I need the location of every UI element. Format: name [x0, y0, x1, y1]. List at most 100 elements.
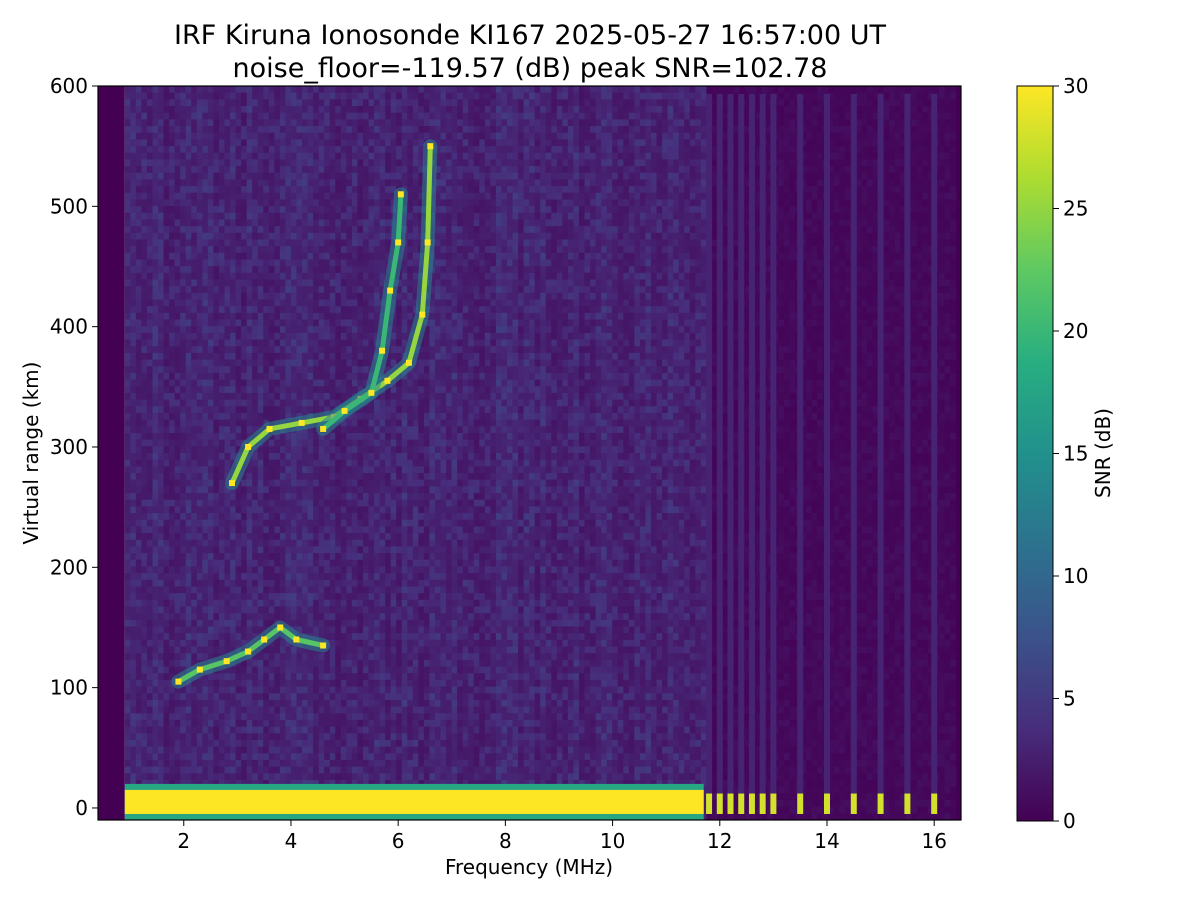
heatmap-cell [125, 286, 131, 293]
heatmap-cell [164, 733, 170, 740]
heatmap-cell [164, 386, 170, 393]
heatmap-cell [319, 393, 325, 400]
heatmap-cell [147, 400, 153, 407]
heatmap-cell [208, 373, 214, 380]
heatmap-cell [180, 600, 186, 607]
heatmap-cell [302, 560, 308, 567]
heatmap-cell [125, 273, 131, 280]
heatmap-cell [208, 553, 214, 560]
heatmap-cell [357, 493, 363, 500]
heatmap-cell [136, 653, 142, 660]
heatmap-cell [230, 440, 236, 447]
heatmap-cell [230, 493, 236, 500]
heatmap-cell [258, 373, 264, 380]
heatmap-cell [175, 233, 181, 240]
heatmap-cell [175, 166, 181, 173]
heatmap-cell [291, 159, 297, 166]
heatmap-cell [186, 520, 192, 527]
heatmap-cell [369, 99, 375, 106]
heatmap-cell [175, 727, 181, 734]
heatmap-cell [180, 640, 186, 647]
heatmap-cell [158, 506, 164, 513]
heatmap-cell [164, 360, 170, 367]
heatmap-cell [302, 179, 308, 186]
heatmap-cell [285, 526, 291, 533]
heatmap-cell [285, 580, 291, 587]
heatmap-cell [369, 660, 375, 667]
heatmap-cell [236, 366, 242, 373]
heatmap-cell [269, 293, 275, 300]
heatmap-cell [208, 486, 214, 493]
heatmap-cell [341, 546, 347, 553]
heatmap-cell [230, 707, 236, 714]
heatmap-cell [319, 233, 325, 240]
heatmap-cell [186, 573, 192, 580]
heatmap-cell [169, 326, 175, 333]
heatmap-cell [197, 740, 203, 747]
heatmap-cell [263, 333, 269, 340]
heatmap-cell [258, 733, 264, 740]
heatmap-cell [341, 680, 347, 687]
heatmap-cell [258, 773, 264, 780]
heatmap-cell [274, 586, 280, 593]
heatmap-cell [274, 520, 280, 527]
heatmap-cell [125, 693, 131, 700]
heatmap-cell [219, 687, 225, 694]
heatmap-cell [141, 500, 147, 507]
heatmap-cell [291, 747, 297, 754]
heatmap-cell [175, 713, 181, 720]
heatmap-cell [236, 713, 242, 720]
heatmap-cell [357, 653, 363, 660]
heatmap-cell [263, 273, 269, 280]
heatmap-cell [164, 313, 170, 320]
heatmap-cell [308, 440, 314, 447]
heatmap-cell [125, 326, 131, 333]
heatmap-cell [346, 600, 352, 607]
heatmap-cell [225, 106, 231, 113]
heatmap-cell [158, 360, 164, 367]
heatmap-cell [357, 433, 363, 440]
heatmap-cell [197, 633, 203, 640]
heatmap-cell [297, 506, 303, 513]
heatmap-cell [252, 393, 258, 400]
heatmap-cell [164, 560, 170, 567]
heatmap-cell [280, 300, 286, 307]
heatmap-cell [285, 233, 291, 240]
heatmap-cell [225, 206, 231, 213]
heatmap-cell [369, 93, 375, 100]
heatmap-cell [136, 580, 142, 587]
heatmap-cell [252, 620, 258, 627]
heatmap-cell [308, 113, 314, 120]
heatmap-cell [280, 320, 286, 327]
heatmap-cell [197, 767, 203, 774]
heatmap-cell [291, 360, 297, 367]
heatmap-cell [330, 586, 336, 593]
heatmap-cell [247, 493, 253, 500]
heatmap-cell [313, 93, 319, 100]
heatmap-cell [363, 119, 369, 126]
heatmap-cell [269, 760, 275, 767]
heatmap-cell [213, 760, 219, 767]
heatmap-cell [330, 500, 336, 507]
heatmap-cell [169, 199, 175, 206]
heatmap-cell [352, 126, 358, 133]
heatmap-cell [202, 226, 208, 233]
heatmap-cell [319, 773, 325, 780]
heatmap-cell [369, 713, 375, 720]
heatmap-cell [269, 99, 275, 106]
heatmap-cell [274, 380, 280, 387]
heatmap-cell [186, 613, 192, 620]
heatmap-cell [297, 546, 303, 553]
heatmap-cell [269, 213, 275, 220]
heatmap-cell [147, 340, 153, 347]
heatmap-cell [164, 146, 170, 153]
heatmap-cell [335, 173, 341, 180]
heatmap-cell [313, 586, 319, 593]
heatmap-cell [297, 219, 303, 226]
heatmap-cell [236, 233, 242, 240]
heatmap-cell [263, 139, 269, 146]
heatmap-cell [180, 146, 186, 153]
heatmap-cell [186, 293, 192, 300]
heatmap-cell [141, 366, 147, 373]
heatmap-cell [363, 186, 369, 193]
